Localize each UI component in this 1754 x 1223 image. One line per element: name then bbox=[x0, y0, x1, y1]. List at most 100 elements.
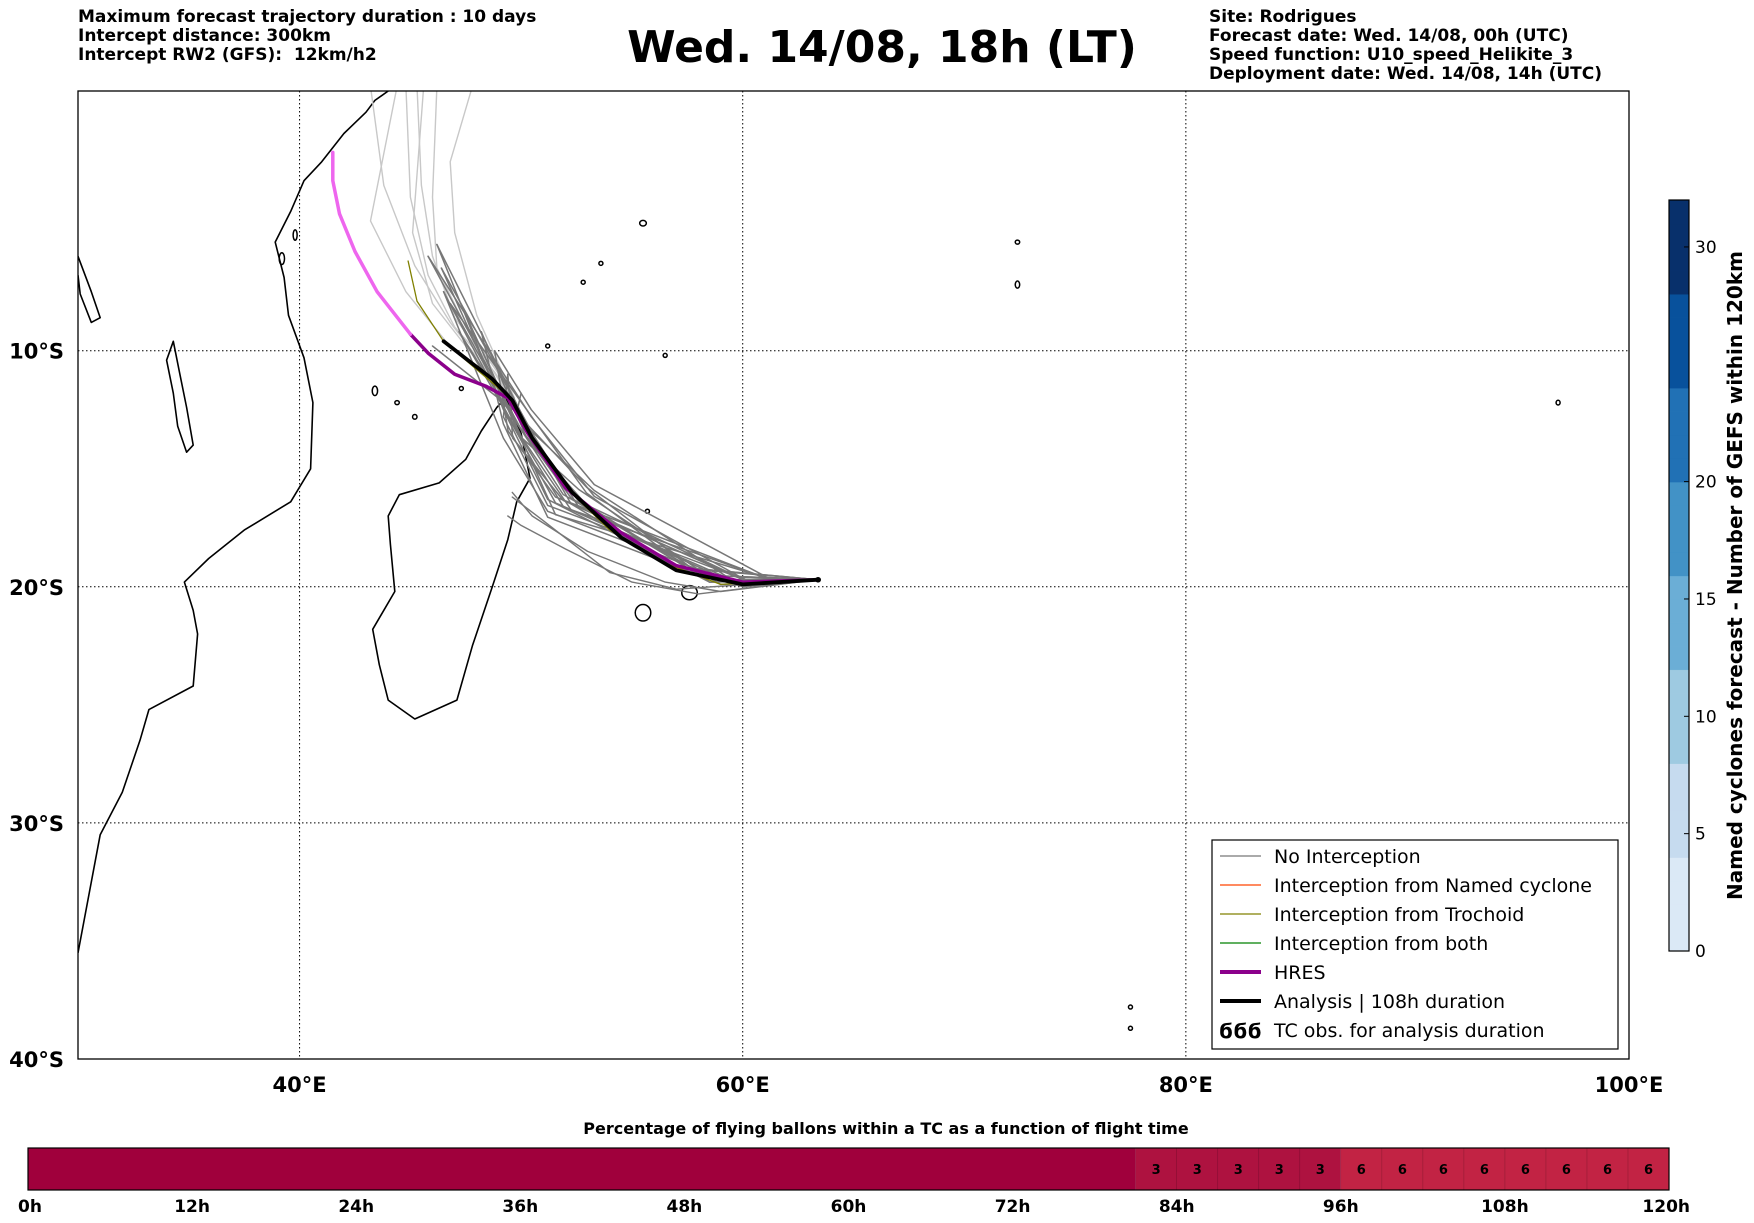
map-axis-labels: 40°E 60°E 80°E 100°E 10°S 20°S 30°S 40°S bbox=[9, 340, 1663, 1097]
island-outline bbox=[1127, 1004, 1134, 1010]
tc-bar-cell-value: 3 bbox=[1275, 1163, 1284, 1178]
tc-bar-cell-value: 6 bbox=[1398, 1163, 1407, 1178]
lat-tick-label: 20°S bbox=[9, 576, 64, 600]
colorbar-segment bbox=[1668, 434, 1690, 459]
island-outline bbox=[1014, 280, 1021, 289]
tc-bar-tick-label: 84h bbox=[1159, 1197, 1195, 1217]
page-title: Wed. 14/08, 18h (LT) bbox=[627, 22, 1137, 73]
legend-label: Interception from both bbox=[1274, 933, 1488, 955]
colorbar-segment bbox=[1668, 293, 1690, 318]
hres-trajectory-late bbox=[331, 150, 413, 336]
colorbar-segment bbox=[1668, 387, 1690, 412]
map-frame bbox=[77, 90, 1630, 1060]
island-outline bbox=[1127, 1025, 1134, 1032]
colorbar-segment bbox=[1668, 551, 1690, 577]
tc-bar-cell-value: 6 bbox=[1603, 1163, 1612, 1178]
lake-malawi-outline bbox=[165, 340, 194, 453]
colorbar-segment bbox=[1668, 622, 1690, 647]
tc-bar-tick-label: 108h bbox=[1481, 1197, 1529, 1217]
tc-bar-cell-value: 6 bbox=[1644, 1163, 1653, 1178]
island-outline bbox=[580, 279, 586, 285]
tc-bar-tick-label: 72h bbox=[995, 1197, 1031, 1217]
island-outline bbox=[662, 352, 668, 359]
island-outline bbox=[371, 385, 379, 397]
island-outline bbox=[292, 229, 298, 241]
legend-label: Interception from Trochoid bbox=[1274, 904, 1524, 926]
colorbar-label: Named cyclones forecast - Number of GEFS… bbox=[1723, 251, 1747, 900]
coastlines bbox=[78, 91, 531, 953]
colorbar-segment bbox=[1668, 246, 1690, 272]
colorbar: 0 5 10 15 20 30 Named cyclones forecast - Numb… bbox=[1668, 199, 1747, 962]
colorbar-segment bbox=[1668, 669, 1690, 694]
tc-bar-cell-value: 3 bbox=[1234, 1163, 1243, 1178]
island-outline bbox=[634, 603, 652, 622]
colorbar-segment bbox=[1668, 856, 1690, 882]
tc-bar-tick-label: 0h bbox=[18, 1197, 42, 1217]
no-interception-trajectory bbox=[507, 515, 819, 595]
tc-bar-title: Percentage of flying ballons within a TC… bbox=[583, 1119, 1189, 1138]
island-outline bbox=[544, 343, 551, 349]
lake-tanganyika-outline bbox=[78, 256, 101, 324]
colorbar-tick-label: 15 bbox=[1695, 590, 1717, 610]
colorbar-segment bbox=[1668, 340, 1690, 365]
tc-bar-frame bbox=[27, 1147, 1670, 1191]
tc-bar-cells: 3 3 3 3 3 6 6 6 6 6 6 6 6 bbox=[28, 1147, 1670, 1191]
tc-bar-tick-label: 36h bbox=[502, 1197, 538, 1217]
colorbar-segment bbox=[1668, 364, 1690, 389]
tc-bar-segment bbox=[28, 1148, 1136, 1190]
colorbar-segment bbox=[1668, 763, 1690, 788]
colorbar-frame bbox=[1668, 199, 1690, 952]
colorbar-segment bbox=[1668, 810, 1690, 835]
launch-site-marker bbox=[815, 577, 821, 583]
speed-function-text: Speed function: U10_speed_Helikite_3 bbox=[1209, 45, 1574, 65]
lat-tick-label: 30°S bbox=[9, 812, 64, 836]
island-outline bbox=[394, 399, 401, 406]
colorbar-tick-label: 5 bbox=[1695, 825, 1706, 845]
tc-bar-cell-value: 6 bbox=[1562, 1163, 1571, 1178]
lon-tick-label: 100°E bbox=[1595, 1073, 1664, 1097]
intercept-rw2-text: Intercept RW2 (GFS): 12km/h2 bbox=[78, 45, 377, 65]
colorbar-segment bbox=[1668, 411, 1690, 436]
colorbar-segment bbox=[1668, 481, 1690, 506]
tc-bar-tick-label: 96h bbox=[1323, 1197, 1359, 1217]
colorbar-segment bbox=[1668, 739, 1690, 764]
tc-bar-tick-label: 48h bbox=[667, 1197, 703, 1217]
colorbar-segment bbox=[1668, 786, 1690, 811]
lat-tick-label: 40°S bbox=[9, 1048, 64, 1072]
legend-box bbox=[1211, 839, 1619, 1050]
colorbar-segment bbox=[1668, 575, 1690, 600]
lon-tick-label: 80°E bbox=[1159, 1073, 1213, 1097]
island-outline bbox=[598, 260, 604, 267]
faint-trajectory bbox=[405, 91, 513, 399]
colorbar-segment bbox=[1668, 833, 1690, 858]
lat-tick-label: 10°S bbox=[9, 340, 64, 364]
trajectory-duration-text: Maximum forecast trajectory duration : 1… bbox=[78, 7, 537, 27]
colorbar-segment bbox=[1668, 270, 1690, 295]
tc-bar-tick-label: 60h bbox=[831, 1197, 867, 1217]
colorbar-segment bbox=[1668, 528, 1690, 553]
tc-bar-tick-label: 12h bbox=[174, 1197, 210, 1217]
colorbar-segment bbox=[1668, 692, 1690, 717]
colorbar-segment bbox=[1668, 903, 1690, 929]
colorbar-segment bbox=[1668, 458, 1690, 483]
deployment-date-text: Deployment date: Wed. 14/08, 14h (UTC) bbox=[1209, 64, 1603, 84]
island-outline bbox=[411, 413, 418, 420]
intercept-distance-text: Intercept distance: 300km bbox=[78, 26, 331, 46]
colorbar-segment bbox=[1668, 880, 1690, 905]
legend-label: No Interception bbox=[1274, 846, 1421, 868]
tc-bar-cell-value: 6 bbox=[1521, 1163, 1530, 1178]
legend-label: HRES bbox=[1274, 962, 1326, 984]
tc-bar-ticks: 0h 12h 24h 36h 48h 60h 72h 84h 96h 108h 120h bbox=[18, 1197, 1690, 1217]
colorbar-tick-label: 30 bbox=[1695, 238, 1717, 258]
graticule bbox=[78, 91, 1629, 1059]
tc-bar-tick-label: 120h bbox=[1642, 1197, 1690, 1217]
faint-trajectory bbox=[449, 91, 516, 399]
no-interception-trajectory bbox=[502, 373, 819, 581]
tc-bar-cell-value: 3 bbox=[1152, 1163, 1161, 1178]
colorbar-segment bbox=[1668, 598, 1690, 624]
legend-label: Analysis | 108h duration bbox=[1274, 991, 1505, 1013]
no-interception-trajectory bbox=[440, 267, 819, 581]
tc-obs-icon: ϭϭϭ bbox=[1219, 1019, 1262, 1043]
colorbar-segment bbox=[1668, 927, 1690, 952]
